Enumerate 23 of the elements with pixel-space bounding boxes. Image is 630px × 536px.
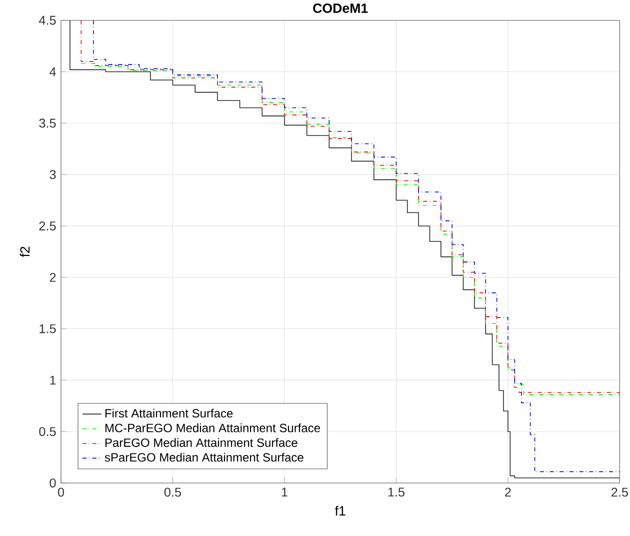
- y-tick-label: 4: [50, 67, 56, 76]
- y-tick-label: 2: [50, 272, 56, 282]
- chart-title: CODeM1: [313, 4, 368, 13]
- y-tick-label: 1.5: [40, 324, 56, 334]
- x-axis-title: f1: [334, 506, 346, 516]
- y-tick-label: 2.5: [39, 221, 56, 230]
- legend-label: sParEGO Median Attainment Surface: [104, 452, 304, 462]
- y-tick-label: 3.5: [39, 118, 56, 128]
- y-axis-title: f2: [20, 246, 30, 258]
- x-tick-label: 0.5: [164, 488, 182, 497]
- x-tick-label: 1.5: [388, 488, 404, 497]
- legend-label: MC-ParEGO Median Attainment Surface: [105, 423, 320, 432]
- x-tick-label: 0: [58, 488, 64, 497]
- legend-label: ParEGO Median Attainment Surface: [105, 438, 298, 447]
- legend-label: First Attainment Surface: [105, 408, 233, 418]
- x-tick-label: 2.5: [611, 488, 628, 497]
- y-tick-label: 4.5: [38, 16, 56, 25]
- x-tick-label: 1: [282, 488, 288, 496]
- y-tick-label: 0: [50, 478, 56, 488]
- y-tick-label: 0.5: [39, 427, 56, 436]
- y-tick-label: 1: [50, 376, 56, 385]
- y-tick-label: 3: [50, 170, 56, 180]
- x-tick-label: 2: [505, 488, 511, 497]
